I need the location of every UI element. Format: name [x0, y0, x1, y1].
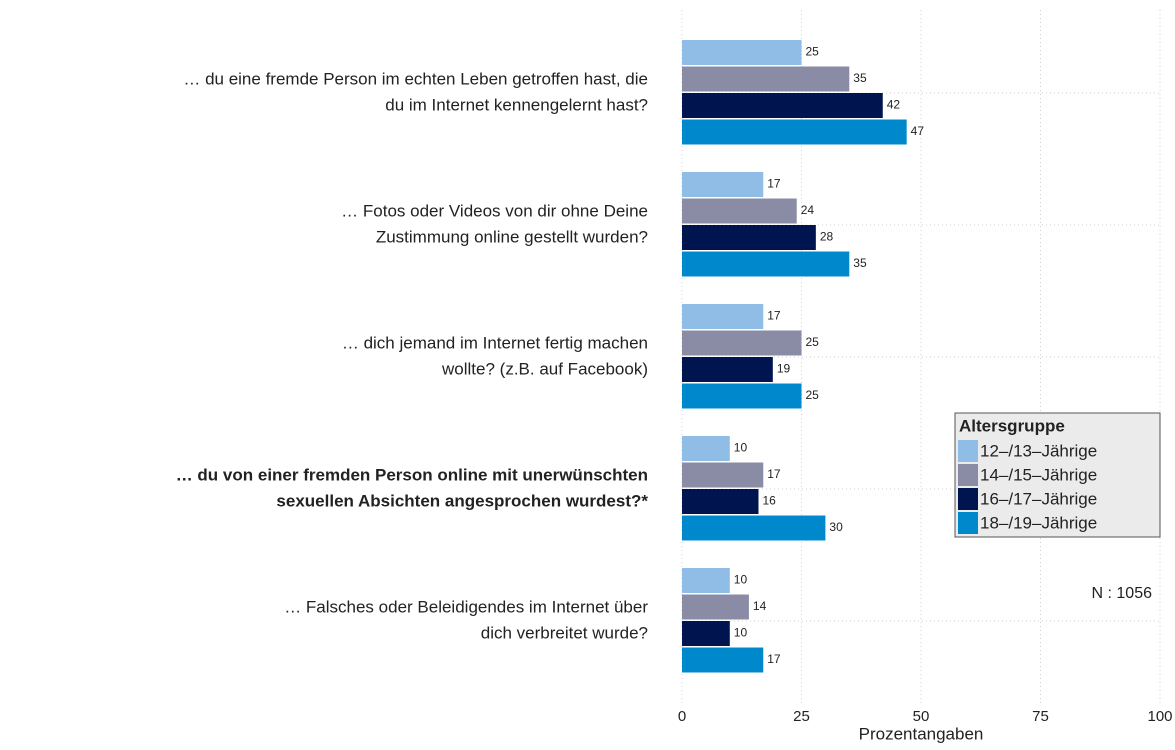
bar	[682, 594, 749, 620]
legend-box	[954, 412, 1161, 538]
bar	[682, 515, 826, 541]
bar	[682, 462, 764, 488]
bar	[682, 489, 759, 514]
data-label: 28	[820, 230, 834, 244]
data-label: 25	[806, 45, 820, 59]
category-label: … dich jemand im Internet fertig machen	[342, 333, 648, 352]
data-label: 25	[806, 388, 820, 402]
bar	[682, 198, 797, 224]
category-label: … du eine fremde Person im echten Leben …	[183, 69, 648, 88]
annotation: N : 1056	[1092, 585, 1153, 602]
bar	[682, 251, 850, 277]
data-label: 10	[734, 573, 748, 587]
bar	[682, 66, 850, 92]
data-label: 19	[777, 362, 791, 376]
data-label: 17	[767, 177, 781, 191]
x-axis-label: Prozentangaben	[859, 724, 984, 743]
legend-label: 14–/15–Jährige	[980, 465, 1097, 484]
category-label: Zustimmung online gestellt wurden?	[376, 227, 648, 246]
bar	[682, 225, 816, 250]
category-label: sexuellen Absichten angesprochen wurdest…	[276, 491, 648, 510]
data-label: 10	[734, 626, 748, 640]
legend-swatch	[958, 512, 978, 534]
data-label: 24	[801, 203, 815, 217]
data-label: 42	[887, 98, 901, 112]
data-label: 47	[911, 124, 925, 138]
data-label: 17	[767, 652, 781, 666]
data-label: 25	[806, 335, 820, 349]
bar	[682, 436, 730, 461]
data-label: 35	[853, 71, 867, 85]
bar	[682, 40, 802, 65]
data-label: 30	[829, 520, 843, 534]
category-label: du im Internet kennengelernt hast?	[385, 95, 648, 114]
data-label: 16	[762, 494, 776, 508]
legend-swatch	[958, 464, 978, 486]
x-tick-label: 100	[1147, 708, 1172, 725]
legend-label: 16–/17–Jährige	[980, 489, 1097, 508]
category-label: … du von einer fremden Person online mit…	[176, 465, 648, 484]
data-label: 17	[767, 467, 781, 481]
data-label: 17	[767, 309, 781, 323]
x-tick-label: 75	[1032, 708, 1049, 725]
bar	[682, 172, 764, 197]
bar	[682, 383, 802, 409]
bar	[682, 568, 730, 593]
category-label: dich verbreitet wurde?	[481, 623, 648, 642]
x-tick-label: 50	[913, 708, 930, 725]
category-label: … Fotos oder Videos von dir ohne Deine	[341, 201, 648, 220]
legend-swatch	[958, 440, 978, 462]
legend-label: 12–/13–Jährige	[980, 441, 1097, 460]
bar	[682, 621, 730, 646]
data-label: 35	[853, 256, 867, 270]
data-label: 10	[734, 441, 748, 455]
legend-label: 18–/19–Jährige	[980, 513, 1097, 532]
bar	[682, 647, 764, 673]
data-label: 14	[753, 599, 767, 613]
bar	[682, 330, 802, 356]
category-label: … Falsches oder Beleidigendes im Interne…	[284, 597, 648, 616]
bar	[682, 93, 883, 118]
legend-swatch	[958, 488, 978, 510]
x-tick-label: 0	[678, 708, 686, 725]
legend-title: Altersgruppe	[959, 416, 1065, 435]
x-tick-label: 25	[793, 708, 810, 725]
bar	[682, 304, 764, 329]
bar	[682, 357, 773, 382]
bar	[682, 119, 907, 145]
category-label: wollte? (z.B. auf Facebook)	[441, 359, 648, 378]
